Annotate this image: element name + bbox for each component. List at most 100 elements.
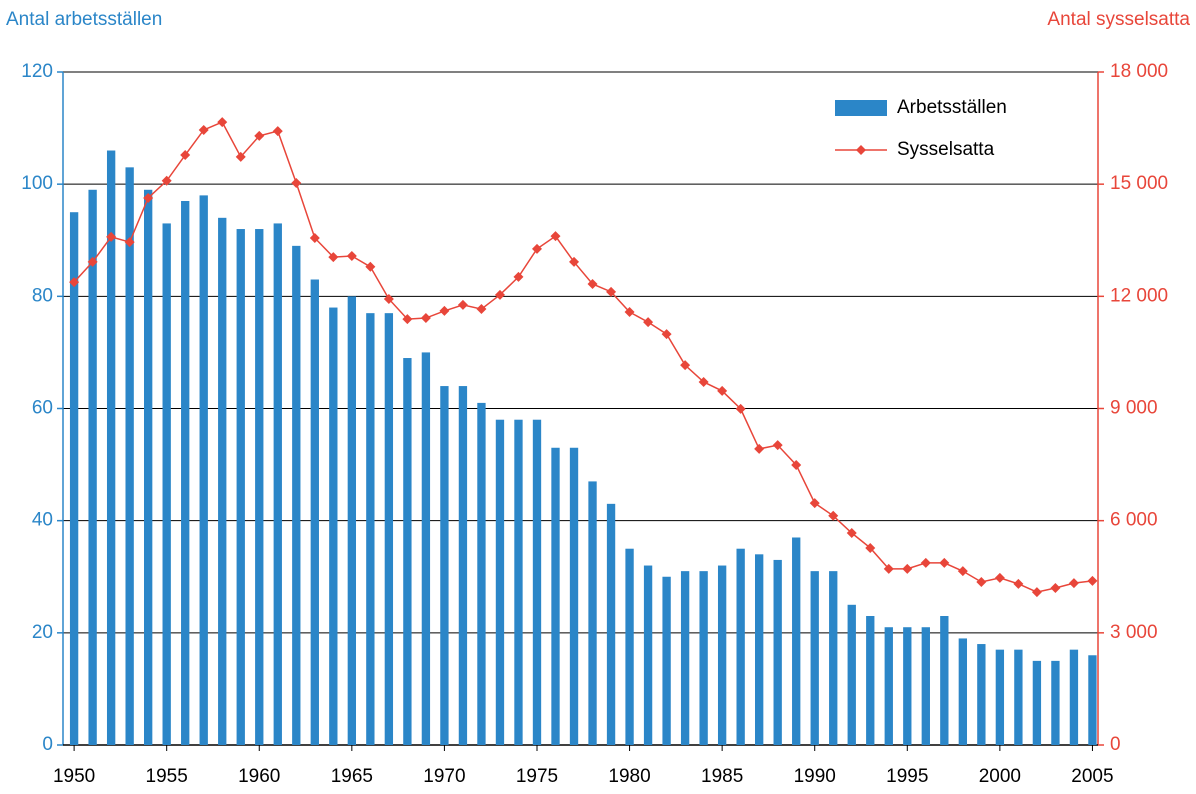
marker [957,566,968,577]
bar [347,296,357,745]
bar [940,616,949,745]
marker [661,329,672,340]
bar [1051,660,1060,745]
legend-label: Arbetsställen [897,97,1007,118]
x-tick-label: 1950 [53,766,95,787]
marker [346,250,357,261]
marker [1068,578,1079,589]
legend-swatch [856,145,866,155]
bar [162,223,171,746]
marker [1031,587,1042,598]
bar [903,627,912,745]
marker [643,317,654,328]
marker [1013,578,1024,589]
bar [310,279,319,745]
y2-tick-label: 0 [1110,734,1121,755]
x-tick-label: 1970 [423,766,465,787]
x-tick-label: 1960 [238,766,280,787]
marker [439,305,450,316]
marker [198,124,209,135]
marker [328,252,339,263]
marker [624,307,635,318]
marker [531,243,542,254]
marker [1050,582,1061,593]
bar [1069,649,1079,745]
marker [606,286,617,297]
bar [440,386,449,745]
y2-tick-label: 12 000 [1110,285,1168,306]
bar [199,195,208,746]
x-tick-label: 1975 [516,766,558,787]
marker [402,314,413,325]
marker [383,293,394,304]
marker [420,313,431,324]
bar [88,189,97,745]
bar [384,313,394,745]
legend-swatch [835,100,887,116]
bar [1088,655,1097,745]
bar [181,200,190,745]
bar [69,212,79,746]
marker [513,271,524,282]
x-tick-label: 1995 [886,766,928,787]
y-tick-label: 120 [21,61,53,82]
bar [125,167,134,745]
bar [643,565,653,745]
marker [457,299,468,310]
bar [829,571,838,745]
bar [477,402,486,745]
marker [920,557,931,568]
y-tick-label: 0 [42,734,53,755]
bar [699,571,708,745]
marker [939,557,950,568]
x-tick-label: 1980 [608,766,650,787]
x-tick-label: 2005 [1071,766,1113,787]
y-tick-label: 40 [32,510,53,531]
bar [606,503,616,745]
marker [883,563,894,574]
line [73,121,1093,593]
bar [773,559,782,745]
bar [551,447,560,745]
marker [1087,575,1098,586]
bar [532,419,542,745]
bar [736,548,745,745]
bar [106,150,116,745]
y2-tick-label: 15 000 [1110,173,1168,194]
marker [124,237,135,248]
marker [772,440,783,451]
bar [662,576,671,745]
marker [846,528,857,539]
bar [569,447,579,745]
bar [792,537,801,745]
marker [143,193,154,204]
marker [235,151,246,162]
marker [365,261,376,272]
bar [236,229,245,746]
marker [828,510,839,521]
bar [255,229,264,746]
y2-tick-label: 9 000 [1110,398,1158,419]
y2-tick-label: 18 000 [1110,61,1168,82]
y-tick-label: 20 [32,622,53,643]
bar [366,313,375,745]
marker [587,278,598,289]
marker [161,175,172,186]
marker [569,256,580,267]
bar [680,571,690,745]
bar [995,649,1005,745]
marker [550,231,561,242]
bar [958,638,968,745]
marker [180,150,191,161]
bar [977,644,986,745]
marker [754,443,765,454]
marker [217,117,228,128]
bar [421,352,431,745]
bar [495,419,505,745]
bar [625,548,634,745]
y2-tick-label: 3 000 [1110,622,1158,643]
marker [735,403,746,414]
bar [717,565,727,745]
bar [514,419,523,745]
